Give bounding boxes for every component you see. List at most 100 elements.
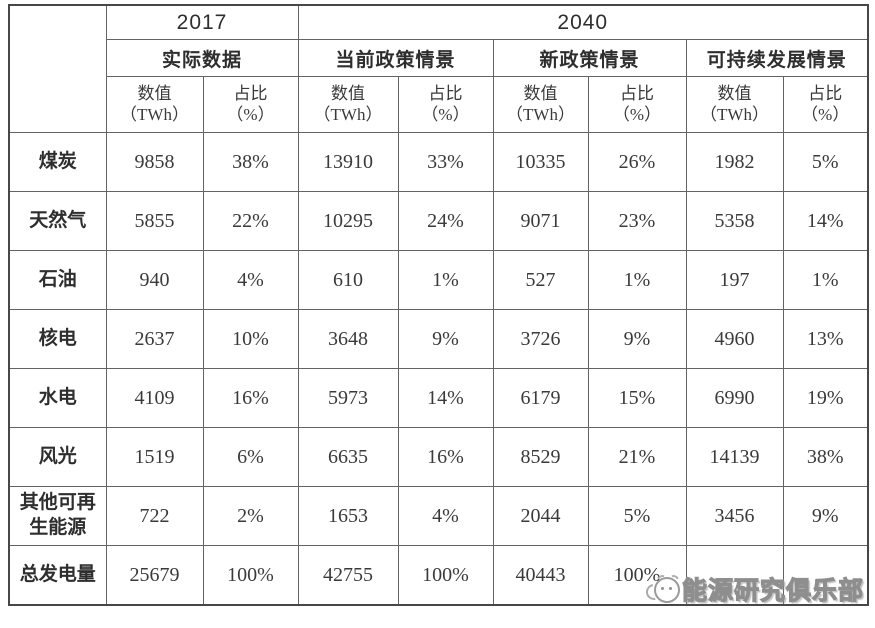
value-cell: 6635 (297, 427, 399, 487)
share-cell: 5% (782, 132, 869, 192)
metric-value-line1: 数值 (717, 84, 752, 104)
value-cell: 3648 (297, 309, 399, 369)
share-cell: 24% (397, 191, 494, 251)
value-cell: 6179 (492, 368, 589, 428)
metric-value-line1: 数值 (523, 84, 558, 104)
metric-header-share: 占比 （%） (587, 76, 687, 133)
row-label: 天然气 (8, 191, 107, 251)
value-cell: 5855 (105, 191, 204, 251)
row-label: 其他可再生能源 (8, 486, 107, 546)
table-row-natural-gas: 天然气 5855 22% 10295 24% 9071 23% 5358 14% (8, 191, 869, 251)
metric-value-line2: （TWh） (313, 104, 383, 124)
table-row-total-generation: 总发电量 25679 100% 42755 100% 40443 100% (8, 545, 869, 606)
share-cell: 14% (782, 191, 869, 251)
value-cell: 940 (105, 250, 204, 310)
row-label: 核电 (8, 309, 107, 369)
value-cell: 1982 (685, 132, 784, 192)
share-cell: 13% (782, 309, 869, 369)
value-cell: 1519 (105, 427, 204, 487)
value-cell: 13910 (297, 132, 399, 192)
table-row-nuclear: 核电 2637 10% 3648 9% 3726 9% 4960 13% (8, 309, 869, 369)
metric-header-value: 数值 （TWh） (105, 76, 204, 133)
share-cell: 16% (202, 368, 299, 428)
share-cell: 9% (397, 309, 494, 369)
metric-header-value: 数值 （TWh） (685, 76, 784, 133)
share-cell: 10% (202, 309, 299, 369)
year-header-2040: 2040 (297, 4, 869, 40)
value-cell (685, 545, 784, 606)
metric-header-share: 占比 （%） (202, 76, 299, 133)
value-cell: 5358 (685, 191, 784, 251)
row-label: 水电 (8, 368, 107, 428)
metric-value-line2: （TWh） (120, 104, 189, 124)
metric-share-line2: （%） (801, 104, 850, 124)
header-row-scenarios: 实际数据 当前政策情景 新政策情景 可持续发展情景 (9, 39, 869, 77)
value-cell: 10295 (297, 191, 399, 251)
scenario-header-new-policy: 新政策情景 (492, 39, 687, 77)
share-cell: 100% (202, 545, 299, 606)
metric-header-value: 数值 （TWh） (297, 76, 399, 133)
value-cell: 25679 (105, 545, 204, 606)
metric-share-line2: （%） (612, 104, 662, 124)
value-cell: 9858 (105, 132, 204, 192)
share-cell: 15% (587, 368, 687, 428)
metric-header-value: 数值 （TWh） (492, 76, 589, 133)
share-cell: 19% (782, 368, 869, 428)
value-cell: 4109 (105, 368, 204, 428)
metric-value-line2: （TWh） (506, 104, 575, 124)
value-cell: 1653 (297, 486, 399, 546)
metric-share-line1: 占比 (233, 84, 268, 104)
share-cell: 6% (202, 427, 299, 487)
header-row-years: 2017 2040 (8, 4, 869, 133)
year-header-2017: 2017 (105, 4, 299, 40)
metric-share-line2: （%） (226, 104, 275, 124)
value-cell: 8529 (492, 427, 589, 487)
value-cell: 10335 (492, 132, 589, 192)
table-row-wind-solar: 风光 1519 6% 6635 16% 8529 21% 14139 38% (8, 427, 869, 487)
row-label: 风光 (8, 427, 107, 487)
energy-data-table: 2017 2040 实际数据 当前政策情景 新政策情景 可持续发展情景 数值 （… (8, 4, 869, 606)
value-cell: 6990 (685, 368, 784, 428)
share-cell: 38% (202, 132, 299, 192)
table-row-hydro: 水电 4109 16% 5973 14% 6179 15% 6990 19% (8, 368, 869, 428)
share-cell: 100% (587, 545, 687, 606)
share-cell: 14% (397, 368, 494, 428)
metric-header-share: 占比 （%） (397, 76, 494, 133)
metric-value-line1: 数值 (331, 84, 365, 104)
metric-share-line2: （%） (421, 104, 470, 124)
value-cell: 722 (105, 486, 204, 546)
share-cell: 2% (202, 486, 299, 546)
value-cell: 5973 (297, 368, 399, 428)
value-cell: 4960 (685, 309, 784, 369)
share-cell: 5% (587, 486, 687, 546)
share-cell: 26% (587, 132, 687, 192)
header-row-metrics: 数值 （TWh） 占比 （%） 数值 （TWh） 占比 （%） 数值 （TWh）… (9, 76, 869, 133)
share-cell: 1% (782, 250, 869, 310)
metric-value-line1: 数值 (137, 84, 172, 104)
share-cell: 38% (782, 427, 869, 487)
energy-data-table-wrap: 2017 2040 实际数据 当前政策情景 新政策情景 可持续发展情景 数值 （… (8, 4, 869, 606)
value-cell: 9071 (492, 191, 589, 251)
value-cell: 610 (297, 250, 399, 310)
value-cell: 3726 (492, 309, 589, 369)
share-cell: 9% (587, 309, 687, 369)
row-label: 石油 (8, 250, 107, 310)
share-cell: 21% (587, 427, 687, 487)
share-cell: 33% (397, 132, 494, 192)
share-cell: 4% (202, 250, 299, 310)
value-cell: 42755 (297, 545, 399, 606)
share-cell: 1% (397, 250, 494, 310)
scenario-header-current-policy: 当前政策情景 (297, 39, 494, 77)
metric-share-line1: 占比 (808, 84, 843, 104)
share-cell (782, 545, 869, 606)
row-label: 煤炭 (8, 132, 107, 192)
value-cell: 2044 (492, 486, 589, 546)
value-cell: 197 (685, 250, 784, 310)
metric-header-share: 占比 （%） (782, 76, 869, 133)
table-row-coal: 煤炭 9858 38% 13910 33% 10335 26% 1982 5% (8, 132, 869, 192)
value-cell: 2637 (105, 309, 204, 369)
scenario-header-sustainable: 可持续发展情景 (685, 39, 869, 77)
scenario-header-actual: 实际数据 (105, 39, 299, 77)
share-cell: 1% (587, 250, 687, 310)
table-row-other-renewables: 其他可再生能源 722 2% 1653 4% 2044 5% 3456 9% (8, 486, 869, 546)
